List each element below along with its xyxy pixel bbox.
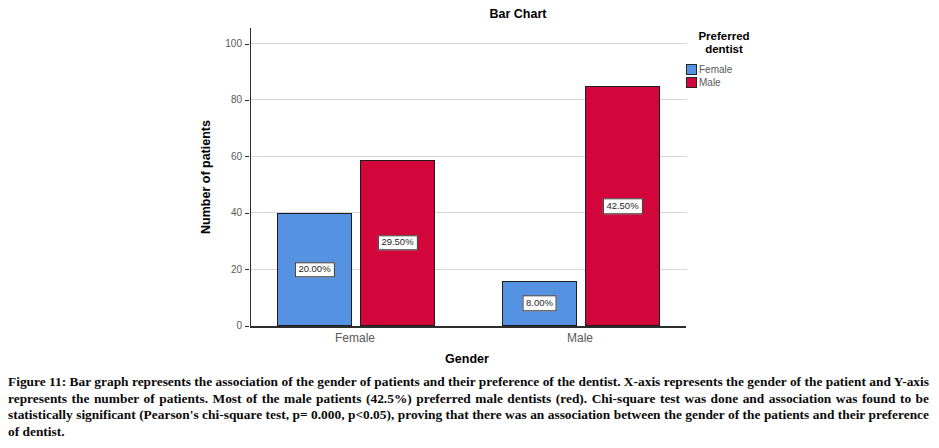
x-axis-line (250, 326, 686, 328)
legend-item-label: Male (699, 77, 721, 88)
y-tick-label: 0 (210, 320, 242, 331)
y-tick-mark (245, 213, 249, 214)
x-category-label-male: Male (567, 331, 593, 345)
y-tick-label: 40 (210, 207, 242, 218)
figure-container: Bar Chart Number of patients 20.00%29.50… (0, 0, 939, 448)
bar-percent-label: 29.50% (377, 235, 417, 250)
x-axis-title: Gender (445, 352, 489, 366)
y-tick-mark (245, 269, 249, 270)
bar-percent-label: 20.00% (294, 262, 334, 277)
legend-item-male: Male (686, 76, 772, 89)
y-tick-mark (245, 100, 249, 101)
legend: Preferred dentist Female Male (686, 30, 772, 89)
legend-item-female: Female (686, 63, 772, 76)
y-tick-mark (245, 326, 249, 327)
y-tick-label: 20 (210, 264, 242, 275)
legend-swatch-icon (686, 77, 697, 88)
bar-chart: Bar Chart Number of patients 20.00%29.50… (0, 0, 939, 372)
y-tick-mark (245, 156, 249, 157)
figure-caption: Figure 11: Bar graph represents the asso… (8, 374, 929, 440)
bar-percent-label: 42.50% (602, 198, 642, 213)
plot-area: 20.00% 29.50% 8.00% 42.50% (250, 28, 684, 326)
y-tick-label: 100 (210, 38, 242, 49)
chart-title: Bar Chart (490, 7, 547, 21)
legend-item-label: Female (699, 64, 732, 75)
legend-title: Preferred dentist (686, 30, 762, 56)
gridline (251, 43, 687, 44)
y-tick-mark (245, 44, 249, 45)
y-tick-label: 60 (210, 151, 242, 162)
legend-items: Female Male (686, 63, 772, 89)
legend-swatch-icon (686, 64, 697, 75)
x-category-label-female: Female (335, 331, 375, 345)
y-tick-label: 80 (210, 94, 242, 105)
bar-percent-label: 8.00% (522, 296, 557, 311)
